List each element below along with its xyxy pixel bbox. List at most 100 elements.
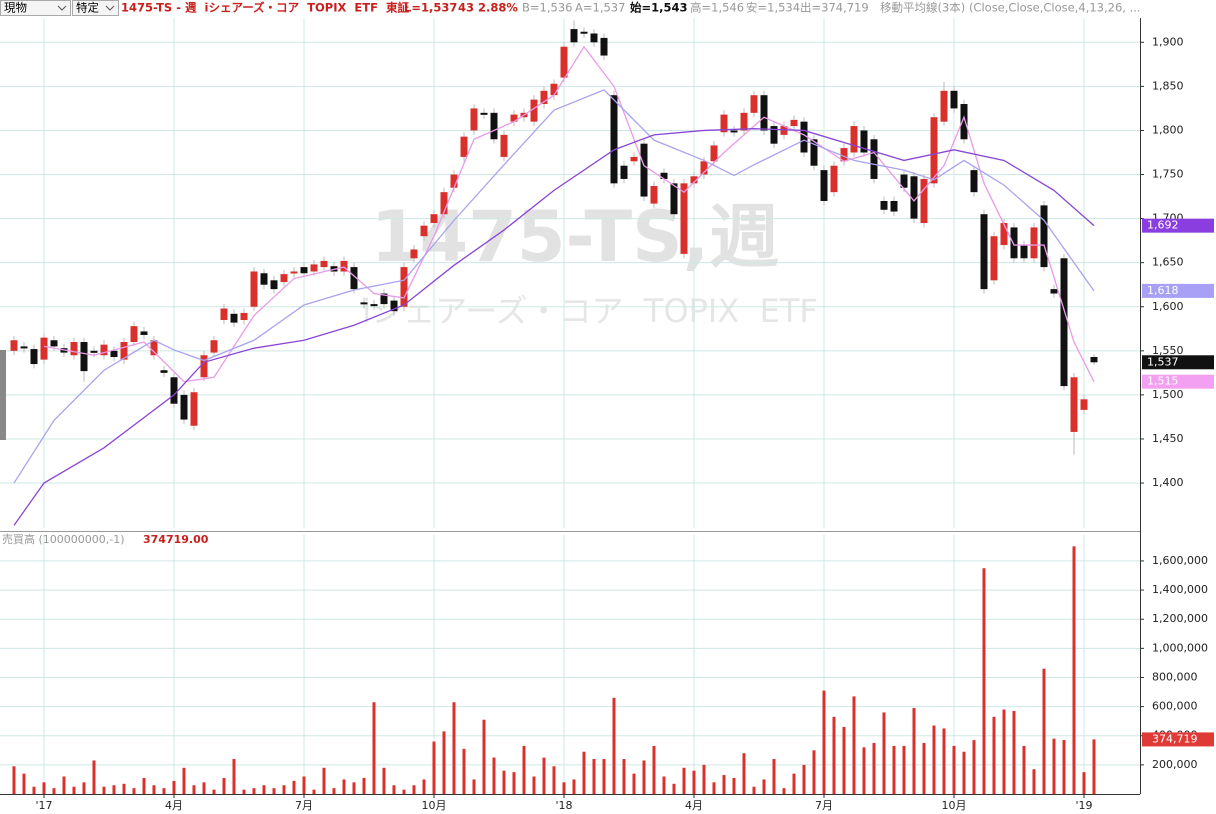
candle-body: [710, 145, 718, 162]
high: 高=1,546: [690, 1, 744, 15]
volume-bar: [872, 743, 876, 794]
candle-body: [470, 108, 478, 131]
volume-bar: [182, 767, 186, 794]
volume-bar: [932, 725, 936, 794]
volume-bar: [32, 786, 36, 794]
volume-bar: [102, 786, 106, 794]
volume-bar: [1062, 740, 1066, 794]
candle-body: [210, 340, 218, 353]
candle-body: [780, 126, 788, 135]
toolbar-bg: [0, 0, 1216, 17]
volume-bar: [302, 776, 306, 794]
dropdown-arrow: [105, 5, 115, 11]
indicator: 移動平均線(3本) (Close,Close,Close,4,13,26, ..…: [880, 1, 1141, 15]
volume-bar: [202, 782, 206, 794]
candle-body: [180, 394, 188, 420]
volume-bar: [292, 780, 296, 794]
volume-bar: [242, 789, 246, 794]
toolbar: 現物 特定 1475-TS - 週 iシェアーズ・コア TOPIX ETF 東証…: [0, 0, 1216, 17]
candle-body: [300, 267, 308, 274]
y-tick-label: 1,000,000: [1152, 641, 1208, 654]
candle-body: [870, 139, 878, 179]
volume-bar: [122, 783, 126, 794]
volume-bar: [72, 786, 76, 794]
volume-bar: [232, 759, 236, 794]
price-label-box: [1142, 218, 1214, 233]
change-pct: 2.88%: [478, 1, 518, 15]
candle-body: [410, 249, 418, 259]
plot-area: '17 4月 7月 10月 '18 4月 7月 10月 '191,4001,4501,5001,…: [0, 18, 1214, 812]
y-tick-label: 200,000: [1152, 758, 1198, 771]
candle-body: [290, 271, 298, 274]
dropdown[interactable]: [0, 0, 71, 16]
volume-bar: [912, 708, 916, 794]
candle-body: [600, 37, 608, 56]
volume-bar: [982, 568, 986, 794]
y-tick-label: 1,850: [1152, 79, 1184, 92]
candle-body: [540, 90, 548, 105]
volume-bar: [802, 764, 806, 794]
candle-body: [360, 302, 368, 305]
y-tick-label: 1,550: [1152, 344, 1184, 357]
candle-body: [170, 377, 178, 404]
volume-bar: [842, 726, 846, 794]
volume-bar: [672, 783, 676, 794]
candle-body: [960, 104, 968, 140]
y-tick-label: 1,400,000: [1152, 583, 1208, 596]
volume-bar: [192, 785, 196, 794]
candle-body: [160, 370, 168, 373]
volume-bar: [612, 697, 616, 794]
volume-bar: [342, 779, 346, 794]
volume-bar: [972, 740, 976, 794]
volume-bar: [52, 788, 56, 794]
volume-bar: [472, 779, 476, 794]
candle-body: [810, 139, 818, 166]
volume-bar: [1042, 668, 1046, 794]
volume-bar: [962, 751, 966, 794]
y-tick-label: 1,650: [1152, 256, 1184, 269]
volume-bar: [172, 780, 176, 794]
moving-average-line: [13, 89, 1095, 484]
candle-body: [700, 161, 708, 175]
volume-bar: [742, 753, 746, 794]
volume-bar: [522, 745, 526, 794]
volume-bar: [1052, 738, 1056, 794]
candle-body: [280, 274, 288, 283]
volume-bar: [832, 716, 836, 794]
volume-bar: [362, 777, 366, 794]
candle-body: [1050, 289, 1058, 294]
volume-bar: [782, 788, 786, 794]
ma-last-label: 1,692: [1147, 219, 1179, 232]
volume-title: 売買高 (100000000,-1): [2, 532, 125, 546]
candle-body: [230, 313, 238, 323]
volume-bar: [702, 764, 706, 794]
candle-body: [860, 130, 868, 153]
volume-bar: [862, 747, 866, 794]
volume-bar: [942, 728, 946, 794]
candle-body: [930, 117, 938, 184]
volume-bar: [502, 770, 506, 794]
candle-body: [220, 308, 228, 320]
volume-bar: [392, 785, 396, 794]
volume-bar: [352, 782, 356, 794]
volume-bar: [732, 777, 736, 794]
volume-bar: [552, 766, 556, 794]
x-tick-label: 10月: [422, 799, 447, 812]
volume-bar: [692, 770, 696, 794]
dropdown[interactable]: [72, 0, 119, 16]
last-price: L=1,537: [404, 1, 457, 15]
candle-body: [1030, 227, 1038, 259]
volume-bar: [92, 760, 96, 794]
candle-body: [690, 176, 698, 184]
volume-bar: [42, 782, 46, 794]
volume-bar: [372, 702, 376, 794]
volume-bar: [312, 789, 316, 794]
volume-bar: [252, 788, 256, 794]
side-tab[interactable]: [0, 350, 6, 440]
candle-body: [680, 183, 688, 254]
candle-body: [250, 271, 258, 307]
volume-bar: [462, 748, 466, 794]
candle-body: [610, 95, 618, 184]
y-tick-label: 600,000: [1152, 700, 1198, 713]
